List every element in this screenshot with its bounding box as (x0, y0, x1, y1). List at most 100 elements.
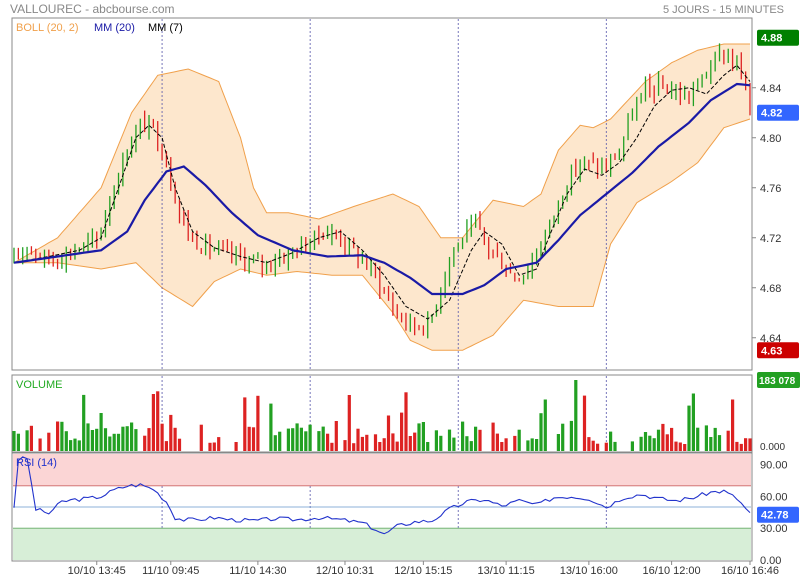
svg-text:4.82: 4.82 (761, 108, 782, 120)
volume-bar (356, 428, 360, 451)
rsi-y-tick-label: 0.00 (760, 555, 781, 567)
volume-bar (60, 421, 64, 451)
legend-bollinger: BOLL (20, 2) (16, 22, 79, 34)
volume-bar (709, 437, 713, 451)
volume-bar (639, 436, 643, 451)
volume-bar (160, 423, 164, 451)
legend: BOLL (20, 2) MM (20) MM (7) (16, 22, 183, 34)
volume-bar (391, 433, 395, 451)
svg-text:4.63: 4.63 (761, 345, 782, 357)
volume-bar (373, 434, 378, 451)
volume-bar (12, 431, 16, 451)
volume-bar (491, 422, 495, 451)
x-tick-label: 10/10 13:45 (68, 565, 126, 577)
volume-bar (678, 442, 682, 451)
volume-badge: 183 078 (757, 372, 800, 388)
volume-bar (156, 391, 160, 451)
x-tick-label: 16/10 16:46 (721, 565, 779, 577)
indicator-lines (13, 64, 751, 320)
volume-bar (478, 429, 482, 451)
svg-text:4.88: 4.88 (761, 33, 782, 45)
volume-bar (404, 392, 408, 451)
volume-bar (382, 438, 386, 451)
volume-bar (696, 427, 700, 451)
x-tick-label: 11/10 09:45 (142, 565, 199, 577)
svg-text:183 078: 183 078 (759, 376, 796, 387)
volume-bar (256, 395, 260, 451)
volume-bar (683, 444, 687, 451)
volume-bar (251, 427, 256, 451)
rsi-layer (13, 454, 751, 560)
volume-bar (125, 426, 129, 451)
volume-bar (526, 440, 530, 451)
volume-bar (347, 395, 351, 451)
volume-bar (474, 426, 478, 451)
volume-bar (330, 442, 334, 451)
x-tick-label: 11/10 14:30 (229, 565, 286, 577)
volume-bar (656, 429, 661, 451)
bollinger-upper-line (13, 43, 750, 264)
volume-bar (234, 442, 238, 451)
bollinger-band-fill (14, 44, 750, 351)
price-y-tick-label: 4.84 (760, 83, 781, 95)
volume-bar (530, 438, 534, 451)
volume-bar (665, 434, 669, 451)
volume-bar (77, 440, 81, 451)
chart-title: VALLOUREC - abcbourse.com (10, 2, 175, 16)
volume-bar (535, 439, 539, 451)
volume-bar (543, 399, 547, 451)
volume-bar (38, 438, 42, 451)
volume-bar (596, 443, 600, 451)
axes: 4.84 4.80 4.76 4.72 4.68 4.64 0.000 90.00 60.00 3… (68, 83, 788, 577)
volume-bar (86, 423, 90, 451)
volume-bar (613, 441, 617, 451)
x-tick-label: 12/10 15:15 (394, 565, 452, 577)
volume-bar (574, 380, 578, 451)
volume-bar (704, 425, 708, 451)
volume-bar (304, 431, 308, 451)
volume-bar (674, 441, 678, 451)
volume-bar (286, 428, 290, 451)
volume-bar (561, 423, 565, 451)
volume-bar (556, 434, 560, 451)
volume-bar (121, 426, 125, 451)
volume-bar (713, 427, 717, 451)
volume-bar (504, 438, 508, 451)
volume-bar (69, 440, 73, 451)
volume-bar (365, 434, 369, 451)
volume-bar (609, 431, 613, 451)
volume-bar (461, 421, 465, 451)
volume-bar (173, 427, 177, 451)
period-label: 5 JOURS - 15 MINUTES (663, 4, 784, 16)
price-badge-last: 4.82 (757, 104, 799, 121)
volume-bar (378, 442, 382, 451)
x-tick-label: 13/10 16:00 (560, 565, 618, 577)
volume-bar (434, 430, 438, 451)
volume-bar (56, 421, 60, 451)
volume-bar (400, 412, 404, 451)
volume-bar (73, 438, 77, 451)
price-y-tick-label: 4.64 (760, 333, 781, 345)
volume-bar (95, 428, 99, 451)
volume-bar (208, 442, 212, 451)
volume-bar (426, 442, 430, 451)
price-bars (13, 43, 751, 339)
volume-bar (326, 433, 330, 451)
volume-bar (748, 438, 752, 451)
volume-bar (417, 423, 421, 451)
rsi-badge: 42.78 (757, 506, 799, 523)
volume-bar (247, 426, 251, 451)
volume-bar (452, 437, 456, 451)
x-tick-label: 13/10 11:15 (477, 565, 534, 577)
volume-bar (334, 421, 338, 451)
volume-bar (177, 438, 182, 451)
volume-bar (386, 415, 391, 451)
price-y-tick-label: 4.80 (760, 133, 781, 145)
volume-bar (582, 395, 587, 451)
volume-bar (278, 431, 282, 451)
volume-bar (217, 437, 221, 451)
volume-bar (691, 393, 695, 451)
volume-bar (630, 441, 634, 451)
volume-bar (169, 414, 173, 451)
